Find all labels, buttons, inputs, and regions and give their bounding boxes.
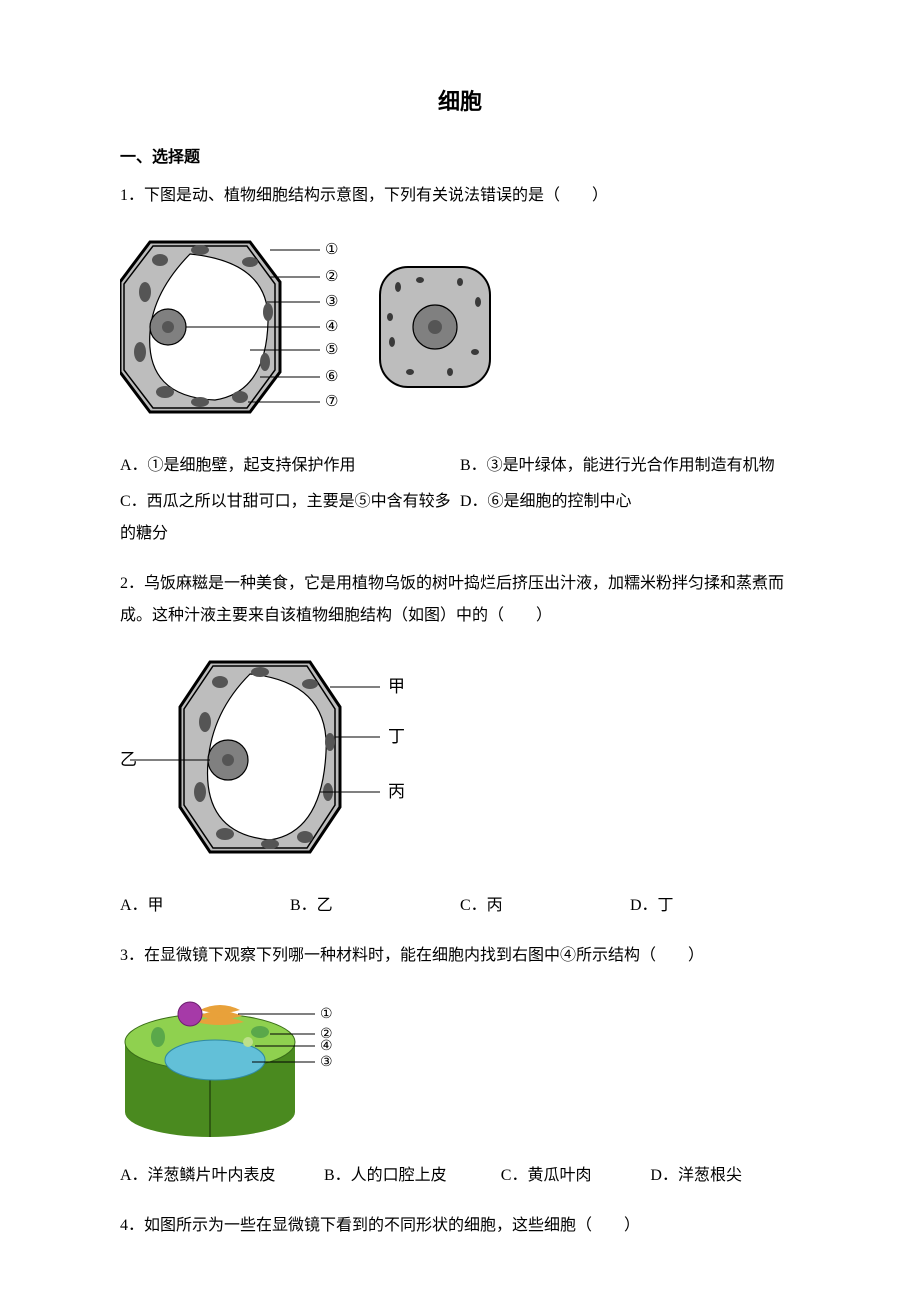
q2-option-b: B．乙	[290, 890, 460, 922]
chloroplast-icon	[199, 712, 211, 732]
q1-label-7: ⑦	[325, 393, 338, 410]
q3-stem: 3．在显微镜下观察下列哪一种材料时，能在细胞内找到右图中④所示结构（ ）	[120, 940, 800, 972]
q2-label-jia: 甲	[388, 677, 405, 696]
chloroplast-icon	[212, 676, 228, 688]
q3-option-b: B．人的口腔上皮	[324, 1160, 501, 1192]
q2-option-c: C．丙	[460, 890, 630, 922]
q2-label-ding: 丁	[388, 727, 405, 746]
q1-label-4: ④	[325, 318, 338, 335]
chloroplast-icon	[263, 303, 273, 321]
q1-figure: ① ② ③ ④ ⑤ ⑥ ⑦	[120, 222, 800, 432]
q2-label-bing: 丙	[388, 782, 405, 801]
chloroplast-icon	[191, 245, 209, 255]
chloroplast-icon	[251, 667, 269, 677]
q1-option-a: A．①是细胞壁，起支持保护作用	[120, 450, 460, 482]
q1-option-c: C．西瓜之所以甘甜可口，主要是⑤中含有较多的糖分	[120, 486, 460, 550]
q2-label-yi: 乙	[120, 750, 137, 769]
chloroplast-icon	[297, 831, 313, 843]
q3-organelle	[151, 1027, 165, 1047]
chloroplast-icon	[139, 282, 151, 302]
q2-figure: 甲 丁 丙 乙	[120, 642, 800, 872]
q3-label-4: ④	[320, 1037, 333, 1053]
chloroplast-icon	[232, 391, 248, 403]
q3-figure: ① ② ④ ③	[120, 982, 800, 1142]
q3-option-a: A．洋葱鳞片叶内表皮	[120, 1160, 324, 1192]
q2-option-d: D．丁	[630, 890, 800, 922]
q2-stem: 2．乌饭麻糍是一种美食，它是用植物乌饭的树叶捣烂后挤压出汁液，加糯米粉拌匀揉和蒸…	[120, 568, 800, 632]
chloroplast-icon	[325, 733, 335, 751]
q1-label-6: ⑥	[325, 368, 338, 385]
q3-label-1: ①	[320, 1005, 333, 1021]
q1-label-1: ①	[325, 241, 338, 258]
q1-label-3: ③	[325, 293, 338, 310]
chloroplast-icon	[194, 782, 206, 802]
page-title: 细胞	[120, 80, 800, 124]
q3-option-d: D．洋葱根尖	[650, 1160, 800, 1192]
chloroplast-icon	[261, 839, 279, 849]
chloroplast-icon	[302, 679, 318, 689]
plant-nucleolus	[162, 321, 174, 333]
q2-option-a: A．甲	[120, 890, 290, 922]
chloroplast-icon	[152, 254, 168, 266]
chloroplast-icon	[242, 257, 258, 267]
q3-organelle	[243, 1037, 253, 1047]
chloroplast-icon	[134, 342, 146, 362]
q1-label-5: ⑤	[325, 341, 338, 358]
q3-option-c: C．黄瓜叶肉	[501, 1160, 651, 1192]
q4-stem: 4．如图所示为一些在显微镜下看到的不同形状的细胞，这些细胞（ ）	[120, 1210, 800, 1242]
chloroplast-icon	[216, 828, 234, 840]
section-heading: 一、选择题	[120, 142, 800, 174]
animal-nucleolus	[428, 320, 442, 334]
q1-option-b: B．③是叶绿体，能进行光合作用制造有机物	[460, 450, 800, 482]
q3-nucleus	[178, 1002, 202, 1026]
q3-label-3: ③	[320, 1053, 333, 1069]
chloroplast-icon	[191, 397, 209, 407]
q3-organelle	[251, 1026, 269, 1038]
q3-golgi	[196, 1005, 244, 1025]
q1-option-d: D．⑥是细胞的控制中心	[460, 486, 800, 550]
q2-nucleolus	[222, 754, 234, 766]
q1-label-2: ②	[325, 268, 338, 285]
q1-stem: 1．下图是动、植物细胞结构示意图，下列有关说法错误的是（ ）	[120, 180, 800, 212]
chloroplast-icon	[156, 386, 174, 398]
chloroplast-icon	[260, 353, 270, 371]
